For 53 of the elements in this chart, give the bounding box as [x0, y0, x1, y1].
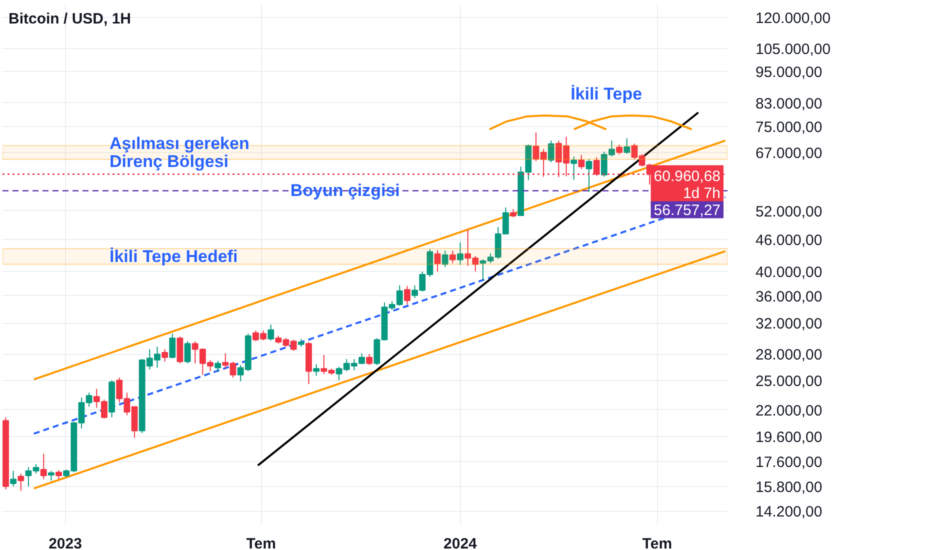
candlestick	[442, 250, 448, 268]
y-tick-label: 52.000,00	[756, 203, 822, 220]
candlestick	[366, 354, 373, 366]
candlestick	[449, 250, 456, 264]
candlestick	[48, 470, 54, 482]
y-tick-label: 95.000,00	[756, 64, 822, 82]
ref-line-label: 60.960,68 1d 7h	[654, 168, 721, 202]
y-tick-label: 25.000,00	[756, 372, 822, 390]
candlestick	[184, 340, 191, 364]
y-tick-label: 22.000,00	[756, 402, 822, 420]
candlestick	[586, 158, 592, 192]
candlestick	[404, 285, 410, 305]
y-tick-label: 36.000,00	[756, 288, 822, 306]
candlestick	[18, 473, 24, 492]
x-tick-label: Tem	[246, 536, 276, 550]
band-label: Aşılması gereken Direnç Bölgesi	[110, 134, 250, 171]
x-tick-label: 2024	[444, 536, 478, 550]
ref-line-label: 56.757,27	[654, 202, 721, 220]
y-tick-label: 32.000,00	[756, 316, 822, 333]
y-tick-label: 120.000,00	[756, 10, 831, 28]
candlestick	[570, 156, 578, 180]
chart-title: Bitcoin / USD, 1H	[8, 10, 132, 28]
y-tick-label: 17.600,00	[756, 454, 822, 471]
candlestick	[214, 360, 222, 373]
y-tick-label: 28.000,00	[756, 346, 822, 364]
y-tick-label: 19.600,00	[756, 429, 822, 446]
candlestick	[169, 333, 176, 359]
y-tick-label: 14.200,00	[756, 504, 822, 521]
candlestick	[313, 364, 320, 376]
candlestick	[56, 470, 62, 480]
candlestick	[578, 154, 585, 170]
y-tick-label: 46.000,00	[756, 232, 822, 249]
y-tick-label: 83.000,00	[756, 95, 822, 112]
candlestick	[457, 242, 464, 266]
x-tick-label: Tem	[642, 536, 672, 550]
x-tick-label: 2023	[48, 536, 82, 550]
y-tick-label: 40.000,00	[756, 264, 822, 282]
y-tick-label: 67.000,00	[756, 144, 822, 162]
candlestick	[434, 250, 441, 272]
candlestick	[40, 453, 47, 480]
candlestick	[616, 144, 622, 155]
candlestick	[162, 348, 168, 362]
candlestick	[548, 140, 554, 163]
candlestick	[176, 336, 184, 364]
band-label: İkili Tepe Hedefi	[110, 246, 238, 266]
candlestick	[268, 324, 274, 341]
annotation: Boyun çizgisi	[290, 181, 400, 200]
candlestick	[10, 470, 17, 487]
y-tick-label: 75.000,00	[756, 118, 822, 136]
series-label: İkili Tepe	[570, 84, 642, 104]
y-tick-label: 105.000,00	[756, 40, 831, 58]
y-tick-label: 15.800,00	[756, 478, 822, 496]
candlestick	[624, 138, 630, 154]
